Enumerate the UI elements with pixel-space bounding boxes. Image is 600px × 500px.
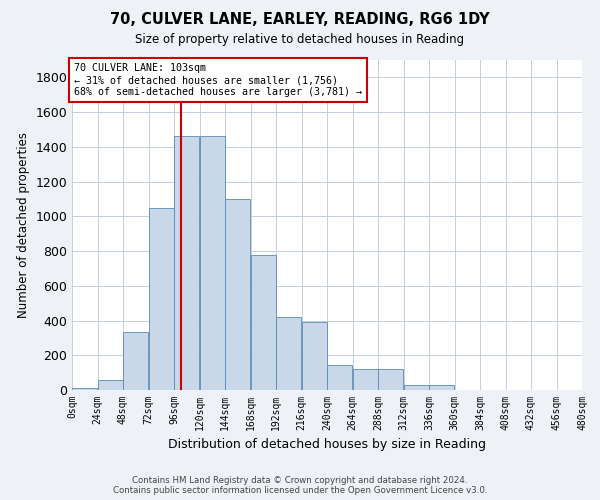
Bar bbox=[200, 136, 225, 390]
Bar bbox=[404, 385, 429, 390]
Bar bbox=[251, 254, 276, 390]
Bar bbox=[225, 199, 250, 390]
Bar bbox=[98, 380, 123, 390]
Bar bbox=[429, 385, 454, 390]
Text: 70, CULVER LANE, EARLEY, READING, RG6 1DY: 70, CULVER LANE, EARLEY, READING, RG6 1D… bbox=[110, 12, 490, 28]
X-axis label: Distribution of detached houses by size in Reading: Distribution of detached houses by size … bbox=[168, 438, 486, 452]
Text: Contains HM Land Registry data © Crown copyright and database right 2024.
Contai: Contains HM Land Registry data © Crown c… bbox=[113, 476, 487, 495]
Bar bbox=[72, 388, 97, 390]
Bar bbox=[276, 317, 301, 390]
Bar bbox=[327, 365, 352, 390]
Bar bbox=[302, 322, 327, 390]
Bar bbox=[123, 332, 148, 390]
Bar bbox=[174, 136, 199, 390]
Bar bbox=[149, 208, 174, 390]
Bar bbox=[378, 369, 403, 390]
Text: Size of property relative to detached houses in Reading: Size of property relative to detached ho… bbox=[136, 32, 464, 46]
Text: 70 CULVER LANE: 103sqm
← 31% of detached houses are smaller (1,756)
68% of semi-: 70 CULVER LANE: 103sqm ← 31% of detached… bbox=[74, 64, 362, 96]
Y-axis label: Number of detached properties: Number of detached properties bbox=[17, 132, 30, 318]
Bar bbox=[353, 369, 378, 390]
